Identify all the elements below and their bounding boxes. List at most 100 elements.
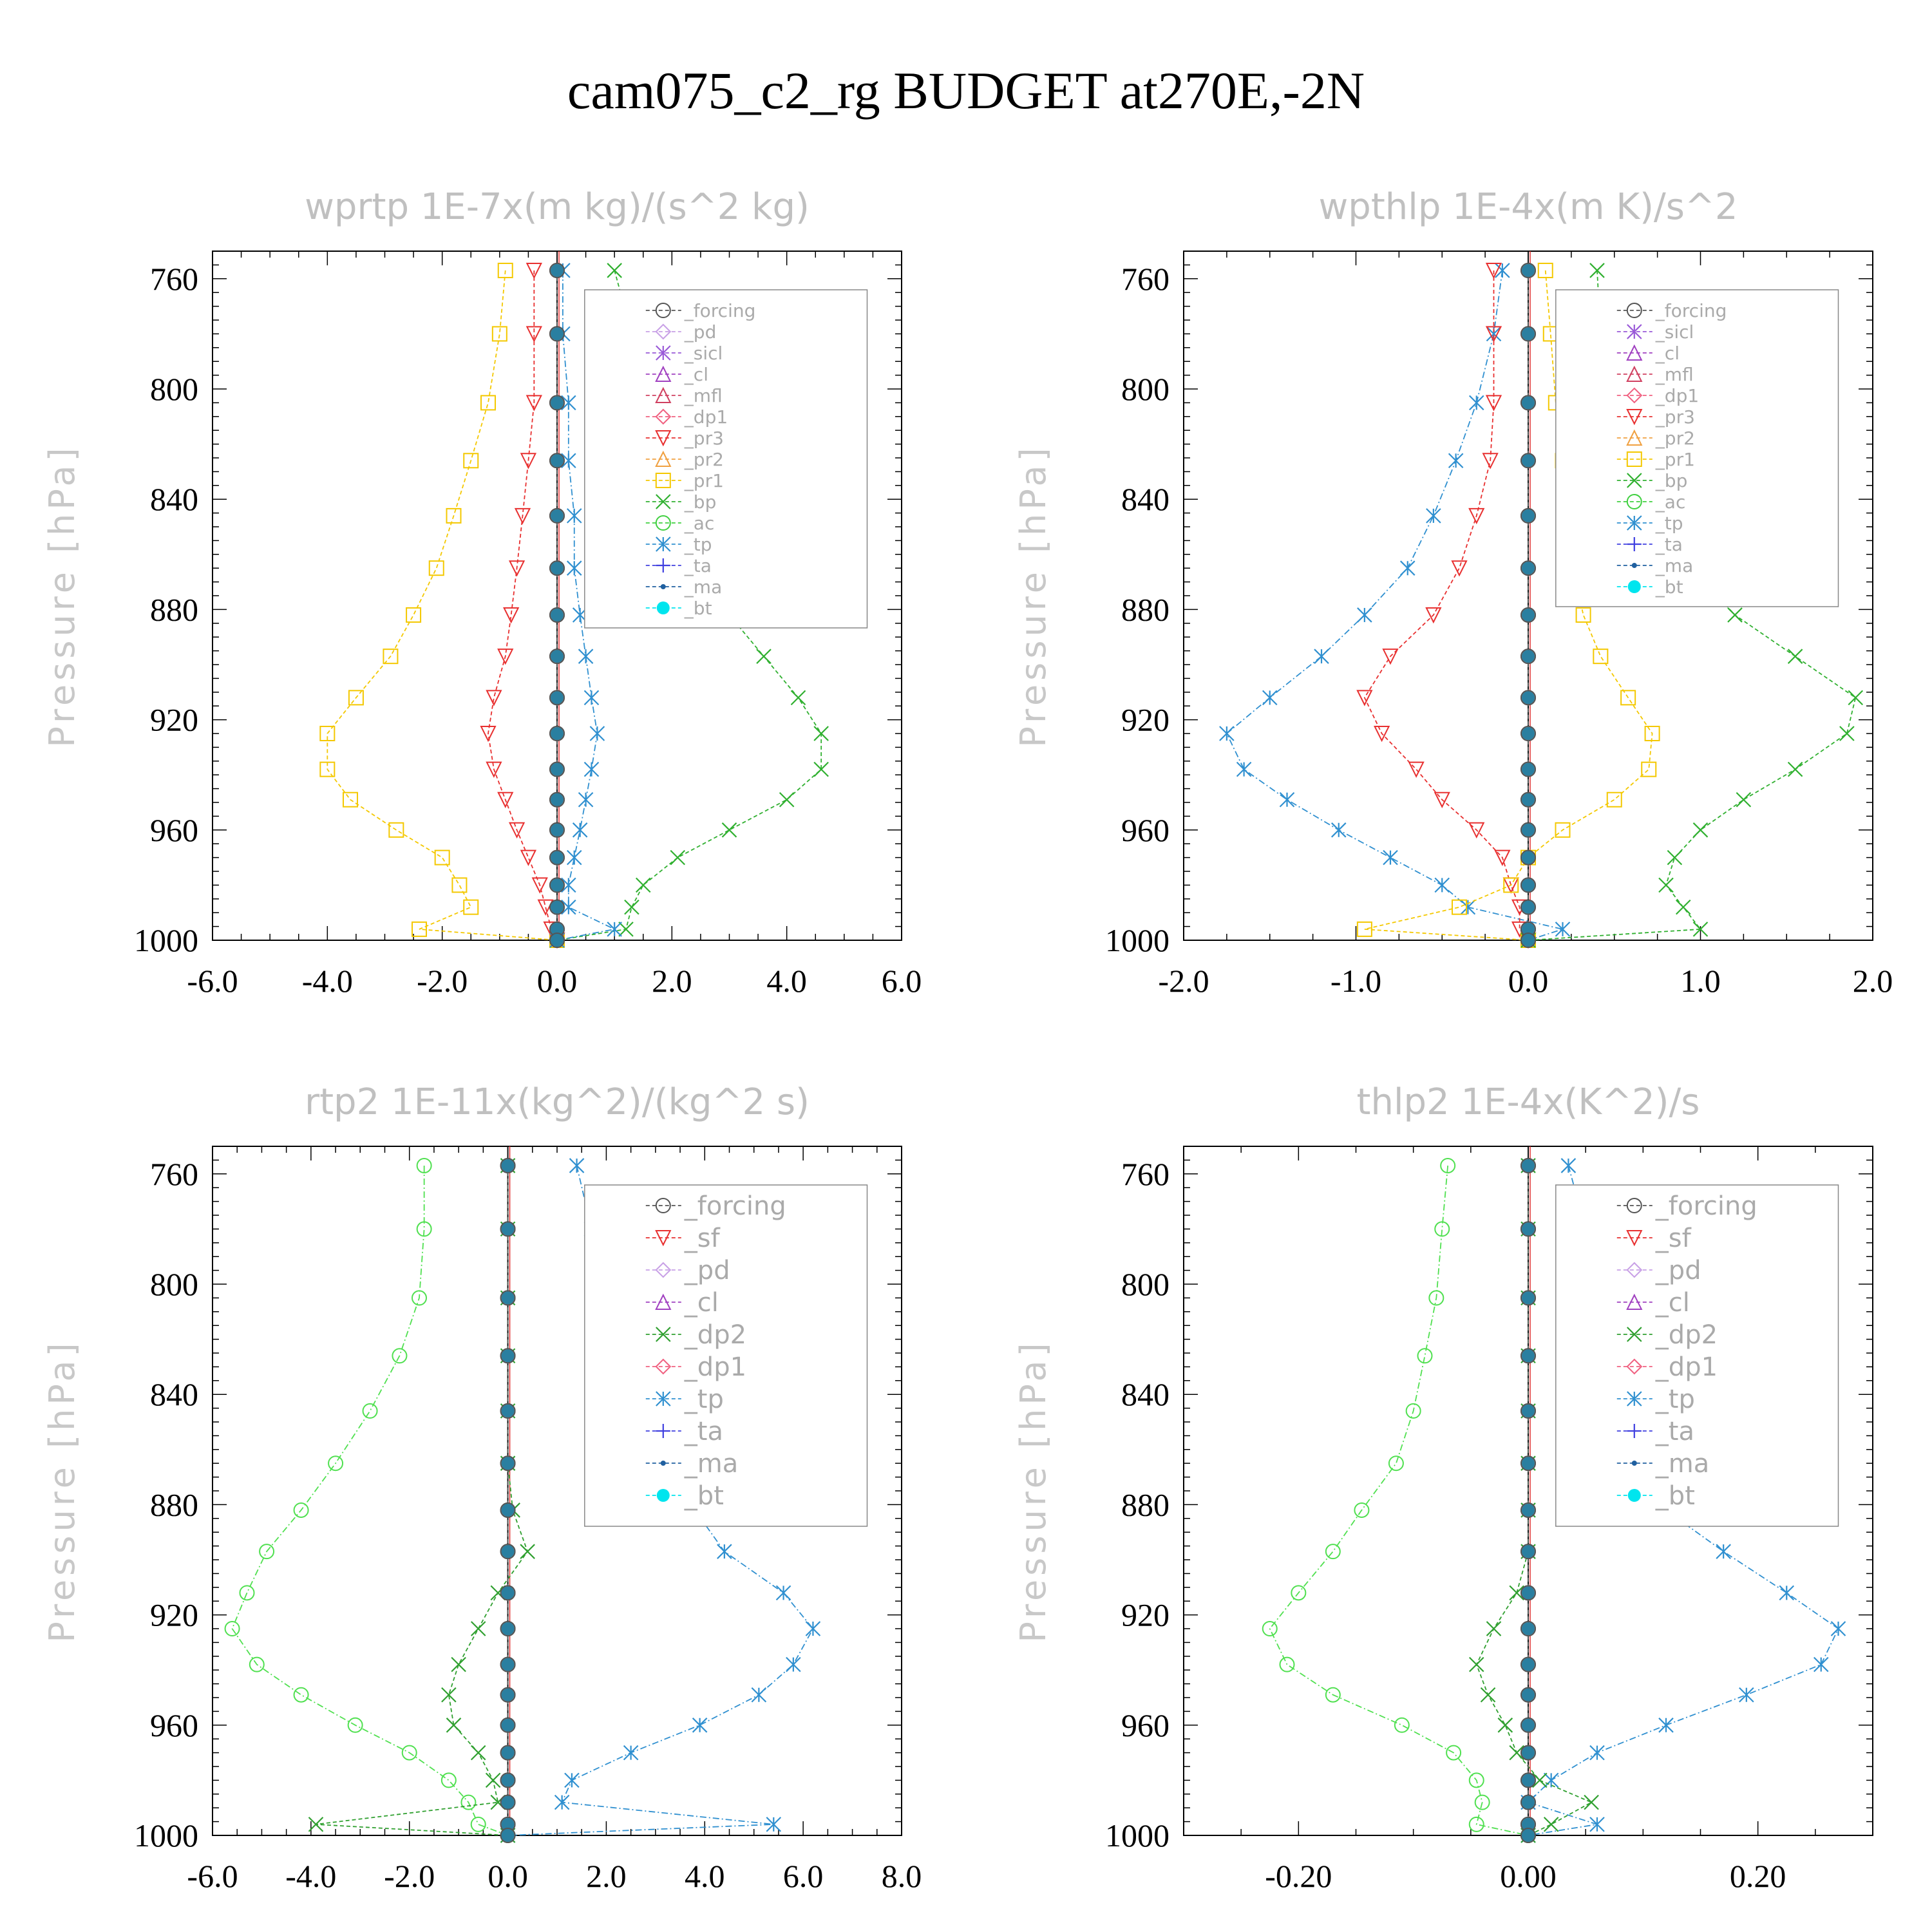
zero-point (1522, 900, 1535, 914)
legend-label: _sf (1655, 1224, 1692, 1253)
legend-marker (1627, 537, 1642, 551)
data-point (813, 726, 829, 741)
panel-title: rtp2 1E-11x(kg^2)/(kg^2 s) (305, 1081, 810, 1123)
data-point (497, 262, 513, 278)
data-point (1394, 1717, 1410, 1733)
legend-marker (1631, 1461, 1637, 1466)
zero-point (1522, 608, 1535, 621)
zero-point (549, 262, 565, 278)
y-tick-label: 1000 (134, 922, 198, 958)
legend-label: _forcing (684, 1191, 786, 1221)
data-point (480, 726, 497, 743)
data-point (406, 607, 422, 623)
y-tick-label: 960 (150, 812, 198, 848)
legend: _forcing _sf _pd _cl_dp2_dp1 _tp _ta _ma_bt (1555, 1184, 1839, 1527)
data-point (486, 690, 502, 706)
data-point (1509, 1585, 1524, 1601)
data-point (1485, 395, 1502, 412)
y-tick-label: 800 (1121, 1266, 1170, 1302)
zero-markers (1520, 1157, 1536, 1843)
zero-point (549, 607, 565, 623)
data-point (583, 761, 600, 777)
x-tick-label: -6.0 (187, 1858, 238, 1894)
x-tick-label: 4.0 (766, 963, 807, 999)
legend-marker (1626, 387, 1643, 404)
legend-marker (655, 473, 671, 488)
data-point (569, 1158, 585, 1173)
x-tick-label: 4.0 (685, 1858, 725, 1894)
data-point (564, 1772, 580, 1788)
zero-point (1522, 1349, 1535, 1363)
legend-label: _mfl (1655, 364, 1694, 385)
zero-point (1520, 326, 1536, 342)
zero-point (551, 454, 564, 468)
data-point (1485, 262, 1502, 279)
zero-point (1522, 454, 1535, 468)
zero-point (1522, 396, 1535, 410)
zero-point (549, 849, 565, 866)
legend-box (1555, 1184, 1839, 1527)
data-point (1468, 507, 1485, 525)
zero-point (1522, 793, 1535, 806)
zero-point (501, 1658, 515, 1671)
data-point (1532, 1772, 1548, 1788)
panel-wpthlp: wpthlp 1E-4x(m K)/s^2 Pressure [hPa] 760 80… (1013, 186, 1893, 999)
data-point (1692, 922, 1709, 937)
data-point (1314, 649, 1329, 664)
zero-point (1522, 1622, 1535, 1635)
legend-marker (1631, 563, 1637, 568)
x-tick-label: -1.0 (1331, 963, 1381, 999)
data-point (1434, 877, 1450, 893)
data-point (1262, 1621, 1278, 1636)
zero-point (500, 1772, 516, 1788)
data-point (1354, 1502, 1370, 1518)
zero-point (500, 1221, 516, 1237)
zero-point (549, 899, 565, 915)
series-line (1226, 270, 1565, 941)
data-point (1667, 849, 1683, 866)
legend-label: _cl (1655, 1288, 1690, 1318)
legend-marker (1626, 1293, 1643, 1310)
data-point (1325, 1687, 1341, 1703)
zero-point (501, 1688, 515, 1701)
data-point (1446, 1745, 1462, 1761)
data-point (1405, 1403, 1421, 1419)
zero-point (1522, 1688, 1535, 1701)
data-point (486, 761, 502, 778)
legend-marker (656, 345, 671, 361)
data-point (428, 560, 444, 576)
zero-markers (1520, 262, 1536, 948)
x-tick-label: -0.20 (1265, 1858, 1332, 1894)
zero-point (1522, 1817, 1535, 1831)
data-point (531, 877, 548, 894)
zero-point (551, 934, 564, 947)
y-tick-label: 1000 (134, 1817, 198, 1853)
data-point (412, 921, 427, 937)
y-tick-label: 920 (150, 702, 198, 738)
data-point (1495, 263, 1510, 278)
data-point (434, 849, 450, 866)
legend-label: _dp1 (684, 406, 728, 428)
data-point (1468, 1656, 1484, 1672)
zero-point (500, 1687, 516, 1703)
zero-point (1520, 1157, 1536, 1173)
data-point (1589, 1745, 1605, 1761)
legend-label: _pr1 (684, 470, 724, 491)
data-point (446, 507, 462, 524)
series-dp1 (1262, 1157, 1536, 1843)
zero-point (549, 326, 565, 342)
zero-point (500, 1828, 516, 1843)
legend-marker (656, 494, 671, 509)
data-point (1736, 791, 1752, 808)
zero-point (501, 1349, 515, 1363)
data-point (328, 1455, 344, 1472)
zero-point (1520, 507, 1536, 524)
legend: _forcing_pd_sicl_cl_mfl_dp1_pr3_pr2_pr1_… (584, 289, 868, 629)
figure-title: cam075_c2_rg BUDGET at270E,-2N (567, 61, 1365, 120)
data-point (440, 1772, 457, 1788)
zero-point (1520, 1687, 1536, 1703)
data-point (503, 607, 520, 624)
series-line (556, 270, 822, 941)
zero-point (549, 690, 565, 706)
legend-marker (655, 450, 672, 467)
